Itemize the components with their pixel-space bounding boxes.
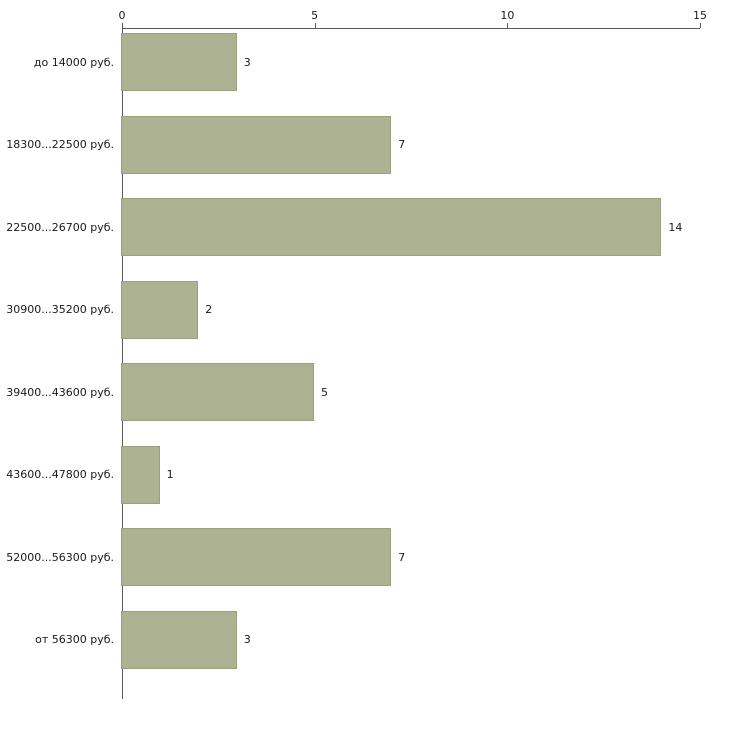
value-label: 7 xyxy=(398,550,406,564)
x-axis xyxy=(122,28,700,29)
chart-row: до 14000 руб. 3 xyxy=(0,33,730,91)
category-label: 43600...47800 руб. xyxy=(6,468,114,482)
bar xyxy=(121,198,662,257)
bar xyxy=(121,115,392,174)
bar-track: 7 xyxy=(121,528,700,587)
category-label: 39400...43600 руб. xyxy=(6,385,114,399)
category-label: 30900...35200 руб. xyxy=(6,303,114,317)
bar-track: 3 xyxy=(121,33,700,91)
category-label: до 14000 руб. xyxy=(33,55,114,69)
x-tick-mark xyxy=(122,23,123,28)
value-label: 14 xyxy=(668,220,683,234)
x-tick-label: 15 xyxy=(693,9,707,22)
value-label: 3 xyxy=(243,633,251,647)
chart-row: от 56300 руб. 3 xyxy=(0,610,730,669)
category-label: 18300...22500 руб. xyxy=(6,138,114,152)
bar-track: 3 xyxy=(121,610,700,669)
x-axis-ticks: 0 5 10 15 xyxy=(118,0,707,28)
value-label: 3 xyxy=(243,55,251,69)
chart-row: 30900...35200 руб. 2 xyxy=(0,280,730,339)
category-label: 52000...56300 руб. xyxy=(6,550,114,564)
category-label: от 56300 руб. xyxy=(35,633,114,647)
bar xyxy=(121,445,160,504)
chart-row: 18300...22500 руб. 7 xyxy=(0,115,730,174)
bar xyxy=(121,610,237,669)
bar xyxy=(121,33,237,91)
bar xyxy=(121,528,392,587)
bar-track: 1 xyxy=(121,445,700,504)
chart-row: 39400...43600 руб. 5 xyxy=(0,363,730,422)
value-label: 5 xyxy=(321,385,328,399)
bar-track: 5 xyxy=(121,363,700,422)
value-label: 7 xyxy=(398,138,406,152)
value-label: 1 xyxy=(166,468,174,482)
bar-track: 7 xyxy=(121,115,700,174)
bar-track: 2 xyxy=(121,280,700,339)
x-tick-mark xyxy=(507,23,509,28)
x-tick-label: 0 xyxy=(118,9,126,22)
x-tick-label: 10 xyxy=(500,9,515,22)
bar xyxy=(121,280,199,339)
plot-area: до 14000 руб. 3 18300...22500 руб. 7 22500..… xyxy=(0,28,730,700)
category-label: 22500...26700 руб. xyxy=(6,220,114,234)
x-tick-mark xyxy=(700,23,701,28)
chart-row: 22500...26700 руб. 14 xyxy=(0,198,730,257)
chart-row: 52000...56300 руб. 7 xyxy=(0,528,730,587)
bar-track: 14 xyxy=(121,198,700,257)
value-label: 2 xyxy=(205,303,213,317)
chart-row: 43600...47800 руб. 1 xyxy=(0,445,730,504)
bar xyxy=(121,363,314,422)
x-tick-label: 5 xyxy=(311,9,319,22)
x-tick-mark xyxy=(314,23,316,28)
